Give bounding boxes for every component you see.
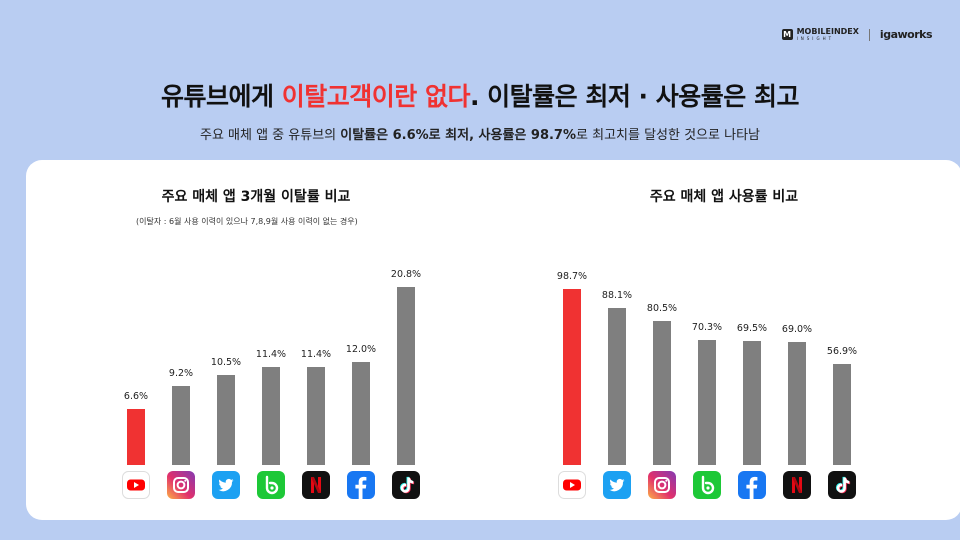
instagram-icon <box>167 471 195 499</box>
bar <box>307 367 325 465</box>
netflix-icon <box>783 471 811 499</box>
mobileindex-icon: M <box>781 29 793 40</box>
churn-chart-note: (이탈자 : 6월 사용 이력이 있으나 7,8,9월 사용 이력이 없는 경우… <box>136 217 358 226</box>
data-label: 11.4% <box>300 349 332 361</box>
data-label: 6.6% <box>123 390 149 402</box>
bar <box>743 341 761 465</box>
data-label: 20.8% <box>390 269 422 280</box>
data-label: 98.7% <box>556 271 588 282</box>
instagram-icon <box>648 471 676 499</box>
data-label: 69.5% <box>736 323 768 335</box>
netflix-icon <box>302 471 330 499</box>
igaworks-logo: igaworks <box>879 28 933 41</box>
data-label: 12.0% <box>345 344 377 356</box>
data-label: 11.4% <box>255 349 287 361</box>
data-label: 88.1% <box>601 289 633 301</box>
tiktok-icon <box>392 471 420 499</box>
data-label: 70.3% <box>691 321 723 333</box>
bar <box>788 341 806 465</box>
bar <box>262 367 280 465</box>
bar <box>833 363 851 465</box>
bar <box>352 362 370 465</box>
data-label: 56.9% <box>826 345 858 357</box>
bar <box>127 408 145 465</box>
data-label: 69.0% <box>781 323 813 335</box>
usage-chart-title: 주요 매체 앱 사용률 비교 <box>649 189 799 205</box>
bar <box>653 321 671 465</box>
churn-chart: 주요 매체 앱 3개월 이탈률 비교 (이탈자 : 6월 사용 이력이 있으나 … <box>26 160 494 520</box>
mobileindex-logo: M MOBILEINDEX INSIGHT <box>781 27 859 41</box>
youtube-icon <box>122 471 150 499</box>
subtitle-bold: 이탈률은 6.6%로 최저, 사용률은 98.7% <box>340 128 577 143</box>
mobileindex-insight: INSIGHT <box>796 36 835 41</box>
data-label: 9.2% <box>168 368 194 380</box>
tiktok-icon <box>828 471 856 499</box>
brand-divider <box>868 28 870 41</box>
band-icon <box>257 471 285 499</box>
brand-logos: M MOBILEINDEX INSIGHT igaworks <box>781 27 933 41</box>
subtitle-part1: 주요 매체 앱 중 유튜브의 <box>199 128 341 143</box>
bar <box>397 287 415 465</box>
youtube-icon <box>558 471 586 499</box>
band-icon <box>693 471 721 499</box>
facebook-icon <box>347 471 375 499</box>
data-label: 10.5% <box>210 357 242 369</box>
twitter-icon <box>603 471 631 499</box>
bar <box>563 289 581 465</box>
bar <box>172 386 190 465</box>
bar <box>698 339 716 465</box>
page-subtitle: 주요 매체 앱 중 유튜브의 이탈률은 6.6%로 최저, 사용률은 98.7%… <box>0 124 960 143</box>
usage-chart: 주요 매체 앱 사용률 비교 98.7% 88.1% 80.5% 70.3% 69.5%… <box>494 160 960 520</box>
title-part1: 유튜브에게 <box>161 82 282 111</box>
facebook-icon <box>738 471 766 499</box>
chart-panel: 주요 매체 앱 3개월 이탈률 비교 (이탈자 : 6월 사용 이력이 있으나 … <box>26 160 960 520</box>
title-part2: . 이탈률은 최저 · 사용률은 최고 <box>469 82 800 111</box>
data-label: 80.5% <box>646 303 678 315</box>
title-highlight: 이탈고객이란 없다 <box>281 82 471 111</box>
churn-chart-title: 주요 매체 앱 3개월 이탈률 비교 <box>161 189 351 205</box>
twitter-icon <box>212 471 240 499</box>
bar <box>608 307 626 465</box>
subtitle-part2: 로 최고치를 달성한 것으로 나타남 <box>576 128 760 143</box>
page-title: 유튜브에게 이탈고객이란 없다. 이탈률은 최저 · 사용률은 최고 <box>0 77 960 113</box>
bar <box>217 375 235 465</box>
mobileindex-name: MOBILEINDEX <box>796 27 859 36</box>
